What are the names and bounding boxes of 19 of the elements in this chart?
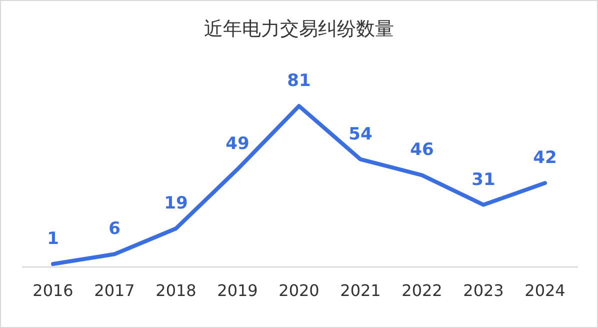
x-tick-label: 2019 (217, 281, 258, 300)
data-label: 6 (108, 219, 120, 240)
data-label: 19 (164, 193, 188, 214)
x-tick-label: 2022 (402, 281, 442, 300)
x-tick-label: 2020 (278, 281, 320, 300)
data-label: 54 (348, 124, 372, 144)
x-tick-label: 2018 (156, 281, 196, 300)
data-label: 31 (472, 170, 496, 190)
x-tick-label: 2023 (463, 281, 504, 300)
x-tick-label: 2016 (32, 281, 74, 300)
data-label: 46 (410, 140, 434, 160)
data-label: 1 (47, 229, 59, 250)
data-label: 42 (533, 148, 557, 168)
chart-title: 近年电力交易纠纷数量 (204, 18, 394, 40)
data-label: 81 (287, 71, 311, 91)
x-tick-label: 2021 (340, 281, 381, 300)
data-label: 49 (226, 134, 250, 154)
x-tick-label: 2017 (94, 281, 135, 300)
x-tick-label: 2024 (524, 281, 566, 300)
